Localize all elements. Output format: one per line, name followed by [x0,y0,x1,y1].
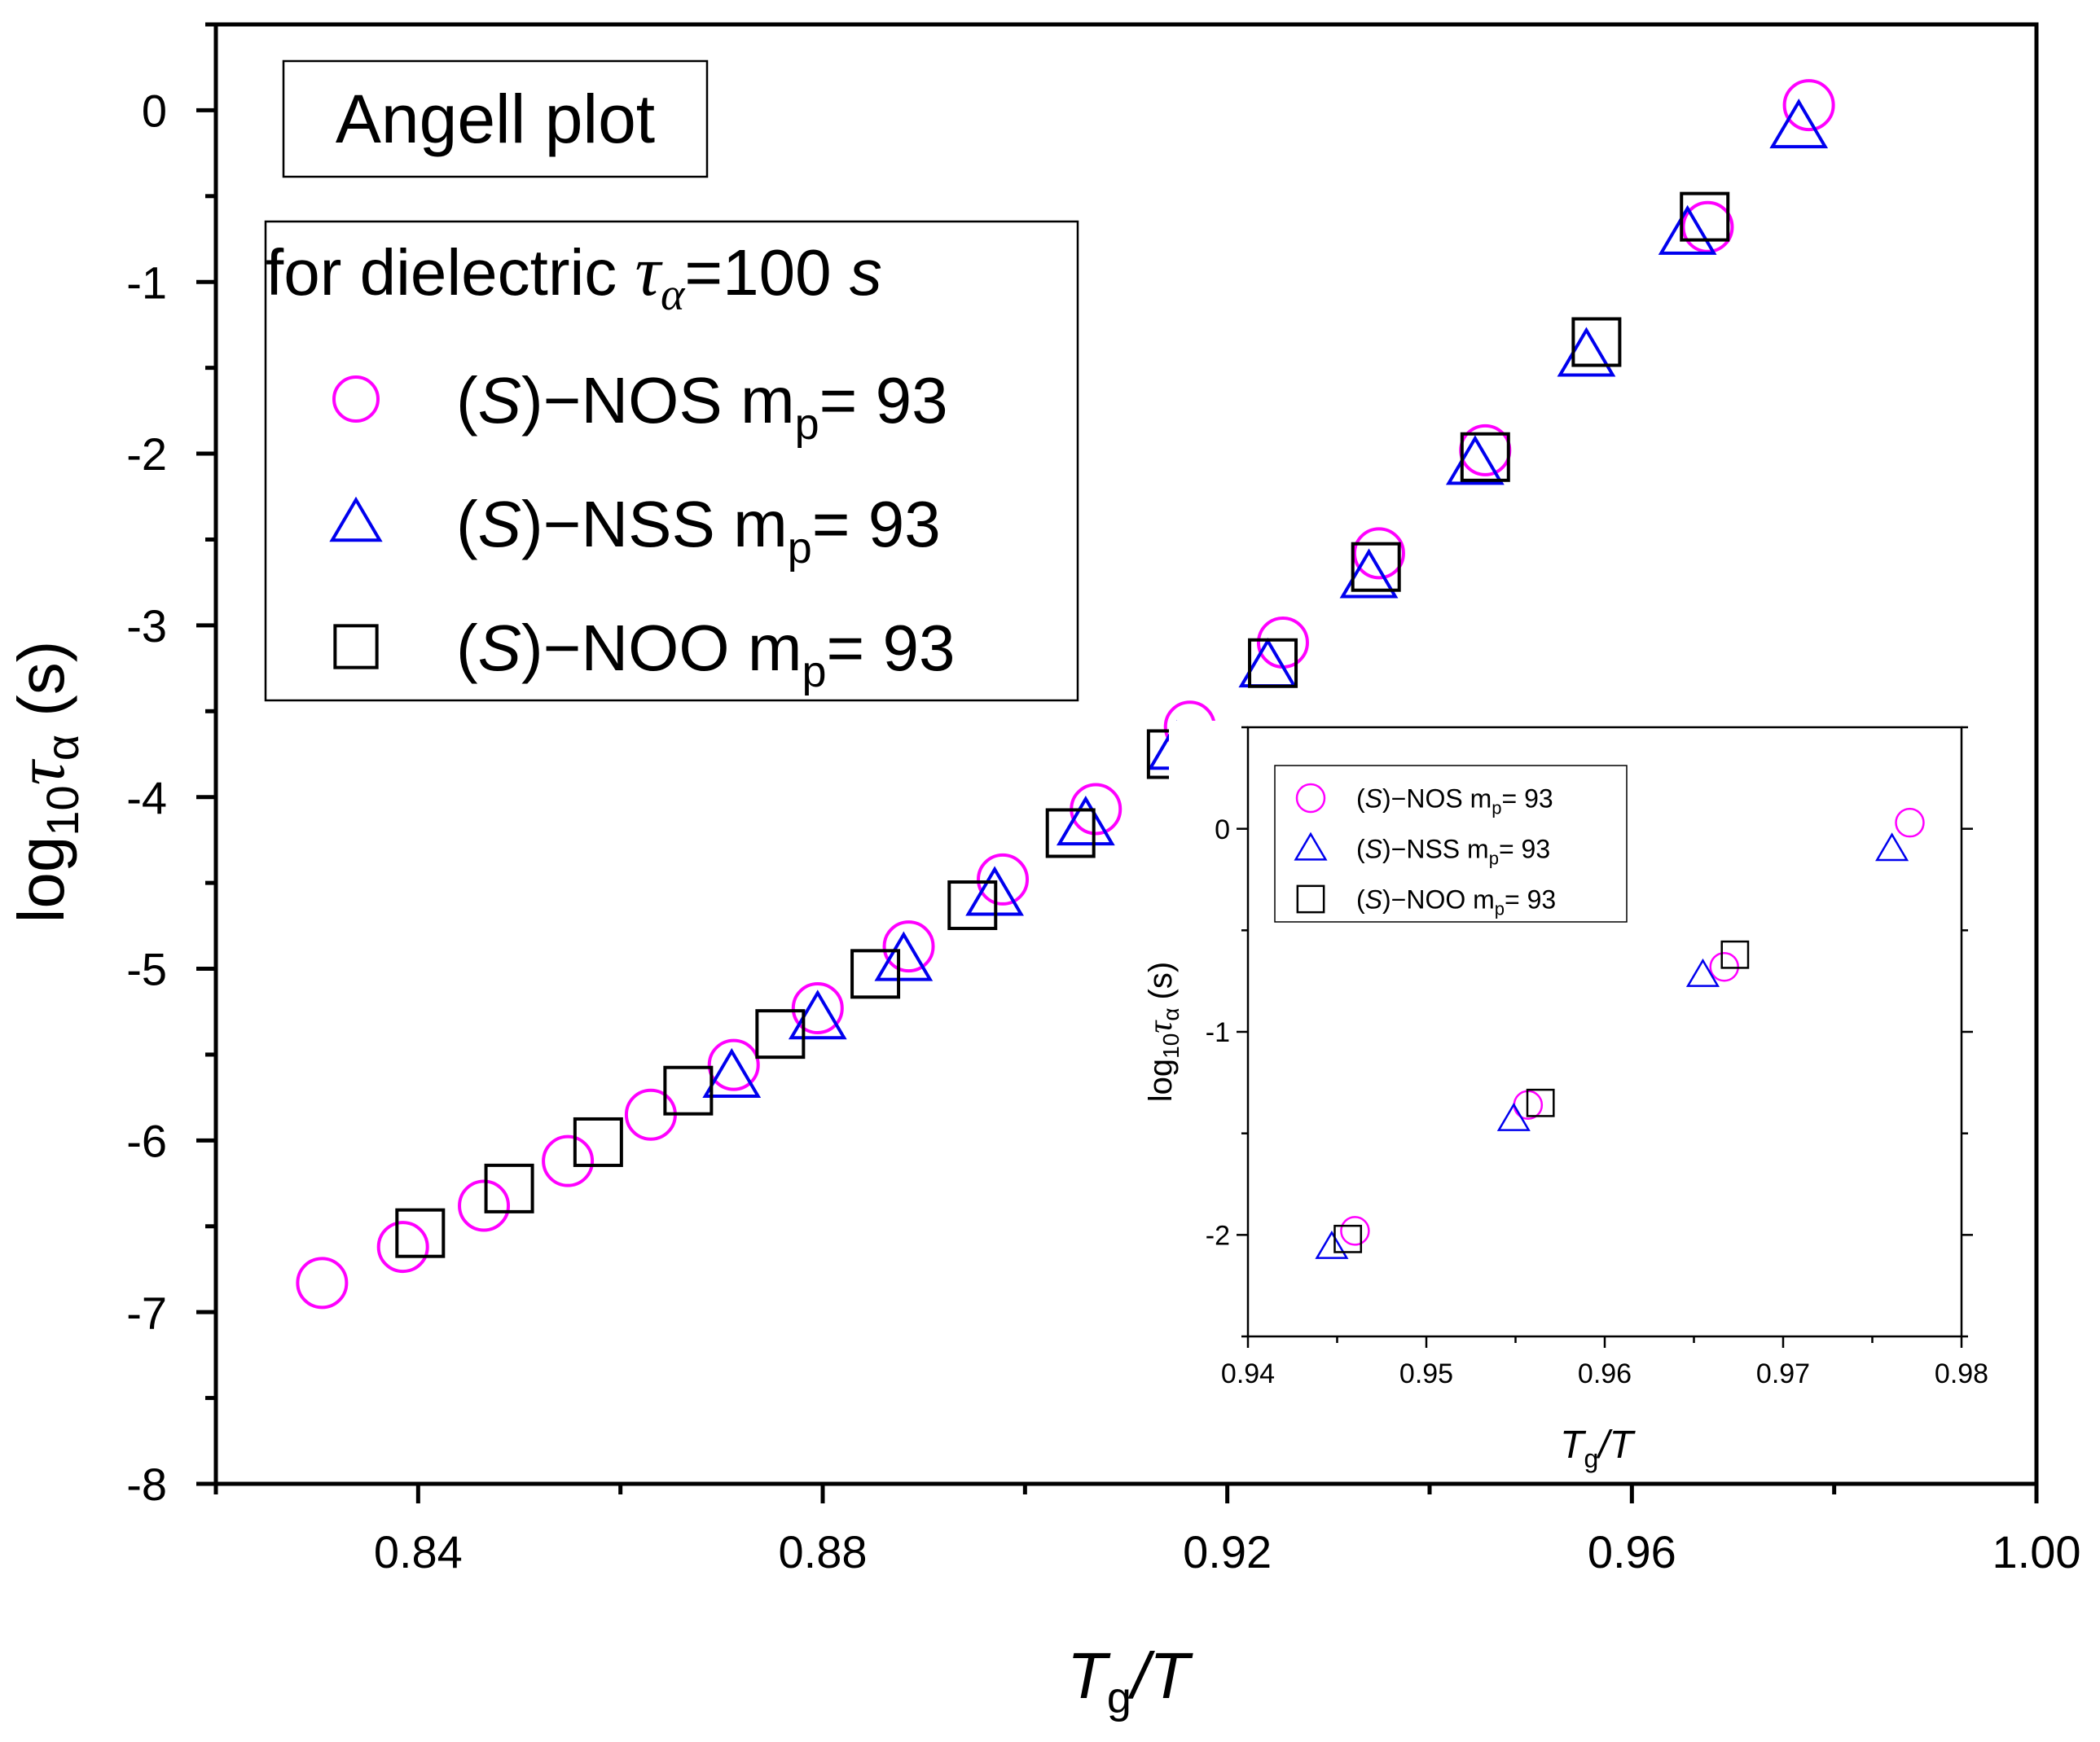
inset-x-axis: 0.94 0.95 0.96 0.97 0.98 [1221,1336,1988,1389]
main-data-points [296,79,1835,1310]
main-y-tick-label: -3 [126,600,167,652]
main-data-point-circle [458,1179,511,1232]
inset-legend-frame [1274,765,1628,923]
main-data-point-circle [1681,200,1734,253]
main-x-tick-label: 0.88 [779,1526,868,1577]
main-data-point-square [573,1117,623,1167]
main-legend: for dielectric τα=100 s (S)−NOS mp= 93 (S… [264,220,1079,702]
main-data-point-triangle [702,1047,762,1098]
main-data-point-circle [791,982,844,1035]
main-data-point-square [484,1163,534,1213]
main-data-point-circle [977,853,1030,906]
inset-data-point-square [1720,940,1750,969]
main-y-tick-label: -7 [126,1287,167,1338]
main-data-point-triangle [1056,795,1115,846]
main-y-tick-label: 0 [142,86,167,137]
main-y-tick-label: -2 [126,428,167,480]
main-x-axis-label: Tg/T [1067,1639,1193,1722]
inset-x-tick-label: 0.96 [1578,1358,1632,1389]
main-x-tick-label: 0.84 [374,1526,463,1577]
main-legend-marker-triangle [329,496,383,542]
main-y-tick-label: -1 [126,257,167,308]
title-box-label: Angell plot [336,81,655,157]
main-data-point-square [850,949,901,999]
main-data-point-circle [542,1134,595,1187]
main-data-point-triangle [1658,204,1717,255]
main-data-point-square [947,880,998,931]
main-data-point-square [755,1009,806,1060]
inset-x-tick-label: 0.98 [1935,1358,1988,1389]
inset-legend-label: (S)−NOS mp= 93 [1356,784,1553,818]
main-y-tick-label: -5 [126,944,167,995]
main-data-point-triangle [1769,99,1829,149]
main-data-point-circle [376,1221,429,1274]
inset-legend-marker-square [1296,884,1325,914]
inset-data-point-circle [1340,1216,1370,1246]
main-x-tick-label: 1.00 [1992,1526,2081,1577]
title-box [282,59,709,178]
inset-y-axis: 0 -1 -2 [1206,726,1973,1338]
inset-x-tick-label: 0.95 [1399,1358,1453,1389]
inset-data-point-triangle [1496,1102,1531,1131]
inset-legend-label: (S)−NOO mp= 93 [1356,885,1556,919]
main-x-tick-label: 0.92 [1183,1526,1272,1577]
main-data-point-square [395,1208,446,1258]
main-y-axis-label: log10τα(s) [3,641,88,924]
main-legend-label: (S)−NSS mp= 93 [456,488,941,573]
main-y-tick-label: -4 [126,772,167,823]
main-data-point-square [1680,191,1730,242]
inset-legend-marker-circle [1295,783,1326,814]
inset-y-axis-label: log10τα(s) [1142,962,1184,1102]
main-data-point-square [1248,638,1298,688]
main-data-point-circle [1352,527,1405,580]
main-x-axis: 0.84 0.88 0.92 0.96 1.00 [213,1484,2081,1577]
inset-y-tick-label: -2 [1206,1221,1230,1252]
main-legend-label: (S)−NOS mp= 93 [456,364,948,449]
main-plot: 0.84 0.88 0.92 0.96 1.00 0 -1 -2 -3 -4 -5 -6 -7 -8 l… [3,22,2081,1722]
main-legend-marker-circle [332,375,380,423]
inset-data-point-square [1526,1088,1555,1117]
legend-header: for dielectric τα=100 s [266,232,882,320]
main-series-circle [296,79,1835,1310]
inset-series-square [1333,940,1750,1253]
main-data-point-square [1571,317,1622,367]
main-data-point-circle [707,1038,760,1091]
inset-data-point-triangle [1685,958,1720,987]
main-data-point-triangle [1339,548,1399,599]
main-legend-marker-square [333,624,379,669]
inset-data-points [1315,807,1925,1259]
inset-series-triangle [1315,832,1909,1259]
main-data-point-square [1045,808,1096,858]
inset-y-tick-label: 0 [1215,814,1230,845]
main-data-point-circle [882,920,935,973]
main-legend-frame [264,220,1079,702]
inset-data-point-triangle [1315,1230,1349,1259]
inset-legend-marker-triangle [1294,832,1328,861]
inset-legend: (S)−NOS mp= 93 (S)−NSS mp= 93 (S)−NOO mp= … [1274,765,1628,923]
main-legend-label: (S)−NOO mp= 93 [456,612,955,696]
main-data-point-square [1351,542,1401,592]
inset-x-tick-label: 0.97 [1756,1358,1810,1389]
main-data-point-square [663,1065,714,1116]
main-plot-frame [213,22,2039,1486]
inset-data-point-square [1333,1224,1363,1253]
main-x-tick-label: 0.96 [1588,1526,1676,1577]
inset-data-point-circle [1895,807,1925,838]
main-y-tick-label: -8 [126,1459,167,1510]
main-data-point-triangle [874,931,934,981]
main-y-tick-label: -6 [126,1116,167,1167]
inset-x-tick-label: 0.94 [1221,1358,1275,1389]
inset-x-axis-label: Tg/T [1560,1424,1636,1473]
main-data-point-square [1460,432,1510,482]
main-y-axis: 0 -1 -2 -3 -4 -5 -6 -7 -8 [126,22,216,1510]
inset-legend-label: (S)−NSS mp= 93 [1356,835,1550,869]
main-data-point-circle [1782,79,1835,132]
inset-plot: 0.94 0.95 0.96 0.97 0.98 0 -1 -2 log10τα(s) Tg… [1142,721,1988,1473]
inset-y-tick-label: -1 [1206,1017,1230,1048]
inset-data-point-triangle [1875,832,1909,862]
main-data-point-circle [296,1257,349,1310]
